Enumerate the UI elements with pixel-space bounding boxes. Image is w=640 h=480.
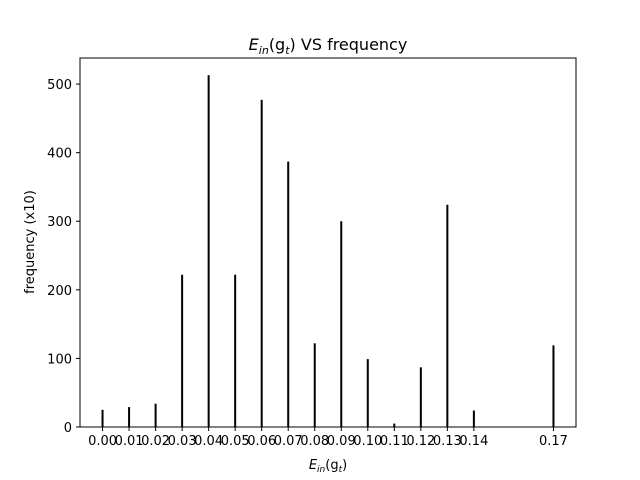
bar <box>234 274 237 427</box>
bar <box>552 345 555 427</box>
bar <box>154 403 157 427</box>
bar <box>472 410 475 427</box>
x-tick-label: 0.04 <box>194 434 223 449</box>
y-tick-label: 200 <box>47 284 72 299</box>
bar <box>101 409 104 427</box>
y-tick-label: 0 <box>64 421 72 436</box>
y-axis-ticks: 0 100 200 300 400 500 <box>47 78 80 436</box>
x-tick-label: 0.06 <box>247 434 276 449</box>
x-tick-label: 0.08 <box>300 434 329 449</box>
x-tick-label: 0.14 <box>459 434 488 449</box>
bar <box>366 359 369 427</box>
x-tick-label: 0.17 <box>539 434 568 449</box>
x-tick-label: 0.09 <box>327 434 356 449</box>
x-tick-label: 0.02 <box>141 434 170 449</box>
x-axis-label: Ein(gt) <box>309 458 347 475</box>
y-tick-label: 400 <box>47 147 72 162</box>
bar <box>181 274 184 427</box>
bar <box>313 343 316 427</box>
x-tick-label: 0.01 <box>115 434 144 449</box>
x-tick-label: 0.05 <box>221 434 250 449</box>
x-tick-label: 0.13 <box>433 434 462 449</box>
bar <box>340 221 343 427</box>
x-tick-label: 0.12 <box>406 434 435 449</box>
y-axis-label: frequency (x10) <box>23 190 38 294</box>
bar <box>287 161 290 428</box>
x-tick-label: 0.07 <box>274 434 303 449</box>
x-tick-label: 0.03 <box>168 434 197 449</box>
plot-area-frame <box>79 57 577 428</box>
bar <box>260 99 263 427</box>
x-tick-label: 0.00 <box>88 434 117 449</box>
bar <box>128 407 131 427</box>
y-tick-label: 500 <box>47 78 72 93</box>
bars-layer <box>101 75 555 428</box>
bar <box>207 75 210 427</box>
bar <box>446 204 449 427</box>
chart-title: Ein(gt) VS frequency <box>249 35 408 57</box>
x-axis-ticks: 0.000.010.020.030.040.050.060.070.080.09… <box>88 427 568 449</box>
y-tick-label: 100 <box>47 352 72 367</box>
bar <box>419 367 422 427</box>
x-tick-label: 0.11 <box>380 434 409 449</box>
bar <box>393 423 396 427</box>
x-tick-label: 0.10 <box>353 434 382 449</box>
y-tick-label: 300 <box>47 215 72 230</box>
